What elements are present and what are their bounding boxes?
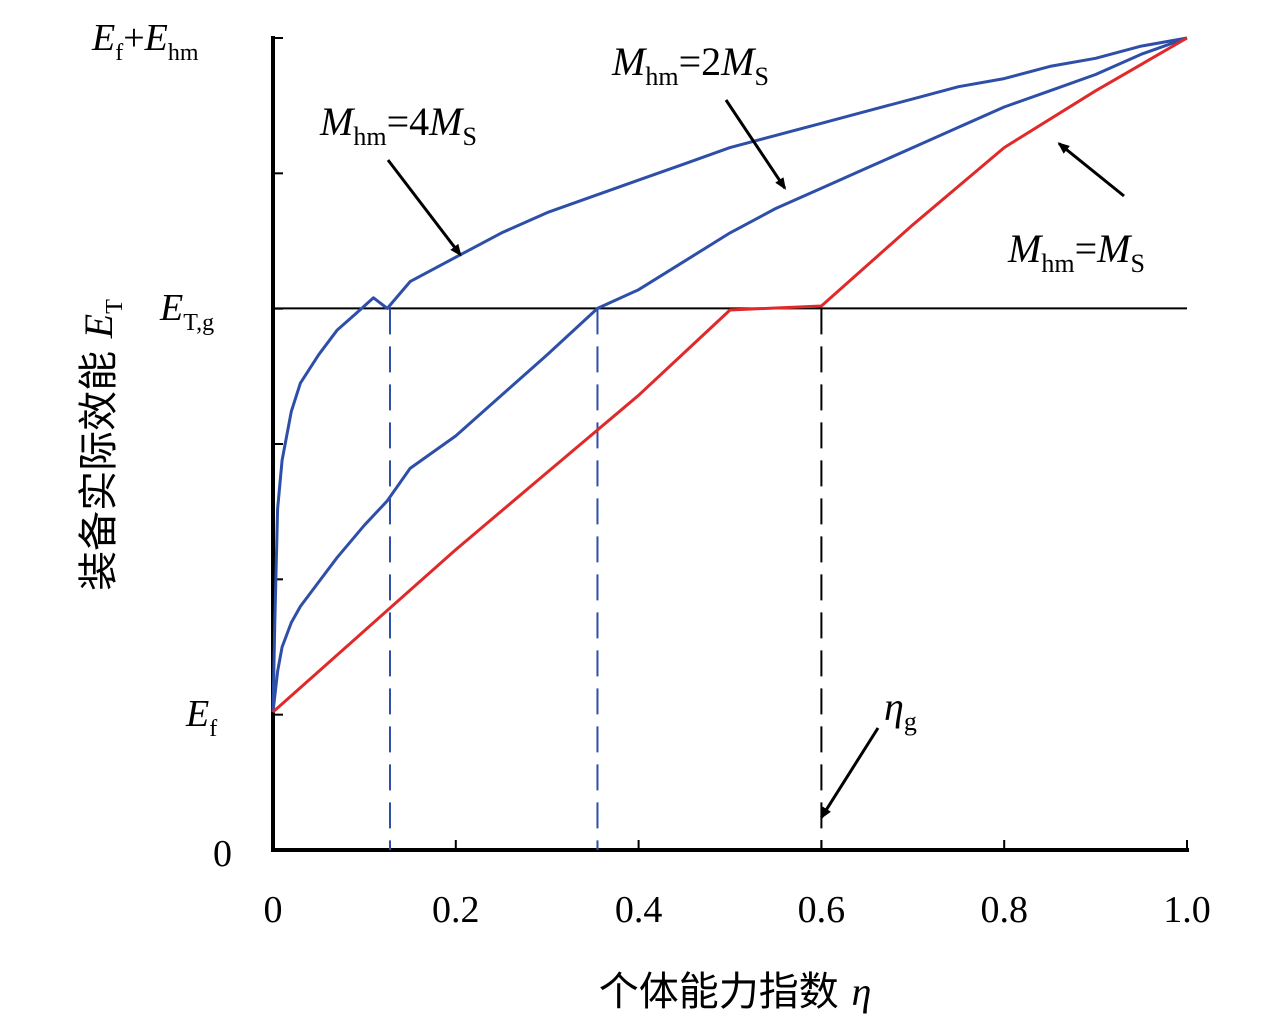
ann-eta-g-arrow [820,727,880,820]
series-label-ms: Mhm=MS [1007,226,1145,278]
y-tick-label-zero: 0 [213,833,232,875]
x-tick-label-3: 0.6 [798,889,846,931]
series-lines [271,36,1188,714]
ann-ms-arrow [1057,142,1125,198]
x-tick-label-1: 0.2 [432,889,480,931]
x-tick-label-5: 1.0 [1163,889,1211,931]
x-tick-label-0: 0 [264,889,283,931]
x-axis-ticks: 0 0.2 0.4 0.6 0.8 1.0 [264,840,1211,931]
guide-lines [273,307,1187,850]
ann-2ms-arrow [724,99,787,190]
series-label-4ms: Mhm=4MS [319,99,477,151]
series-label-2ms: Mhm=2MS [611,39,769,91]
y-tick-label-etg: ET,g [159,287,214,336]
y-axis-title: 装备实际效能 ET [76,299,128,591]
ann-4ms-arrow [386,159,462,257]
x-axis-title: 个体能力指数 η [599,969,872,1015]
series-line-2 [272,36,1188,714]
x-tick-label-4: 0.8 [980,889,1028,931]
y-tick-label-top: Ef+Ehm [91,17,199,66]
series-line-1 [271,36,1188,713]
annotations [386,99,1125,820]
x-tick-label-2: 0.4 [615,889,663,931]
y-tick-label-ef: Ef [185,693,217,742]
series-line-0 [271,36,1188,713]
eta-g-label: ηg [884,684,917,736]
